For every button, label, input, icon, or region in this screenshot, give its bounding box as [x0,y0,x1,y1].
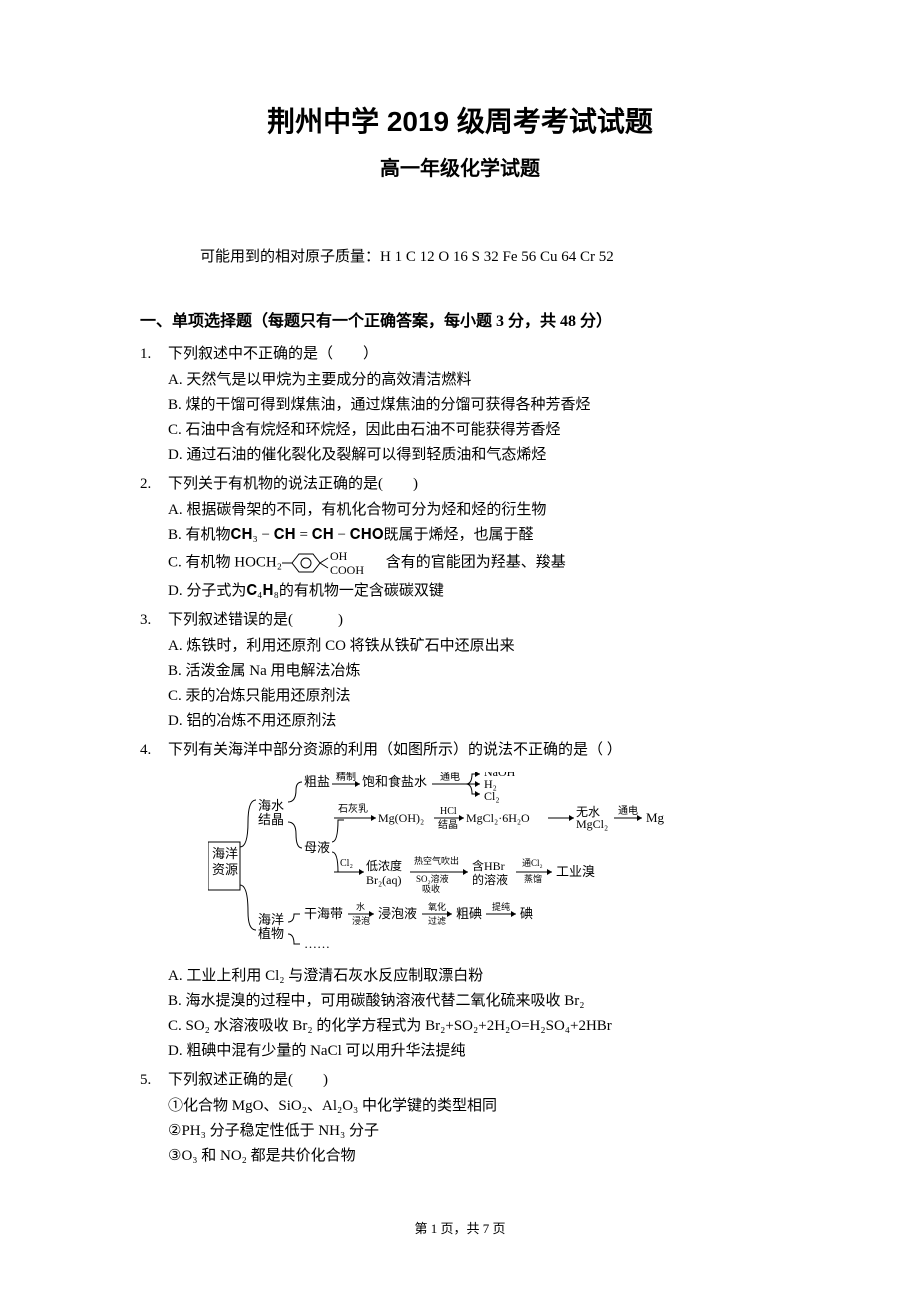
question-stem: 下列叙述错误的是( ) [168,608,780,632]
benzene-ring-icon: OH COOH [282,548,382,578]
svg-text:……: …… [304,936,330,951]
formula-prefix: HOCH₂ [234,555,282,571]
option-b: B. 煤的干馏可得到煤焦油，通过煤焦油的分馏可获得各种芳香烃 [168,393,780,417]
svg-text:Mg: Mg [646,810,665,825]
section-header: 一、单项选择题（每题只有一个正确答案，每小题 3 分，共 48 分） [140,309,780,335]
svg-text:SO₂溶液: SO₂溶液 [416,873,449,884]
svg-text:精制: 精制 [336,772,356,783]
svg-text:MgCl₂: MgCl₂ [576,817,608,831]
svg-text:过滤: 过滤 [428,915,446,926]
option-c: C. 有机物 HOCH₂ OH COOH 含有的官能团为羟基、羧基 [168,548,780,578]
option-c: C. SO₂ 水溶液吸收 Br₂ 的化学方程式为 Br₂+SO₂+2H₂O=H₂… [168,1014,780,1038]
option-prefix: C. 有机物 [168,555,234,571]
svg-text:浸泡液: 浸泡液 [378,906,417,921]
svg-text:低浓度: 低浓度 [366,858,402,873]
question-number: 3. [140,608,168,734]
svg-text:COOH: COOH [330,563,364,577]
svg-text:碘: 碘 [520,906,533,921]
svg-text:粗盐: 粗盐 [304,774,330,789]
svg-text:含HBr: 含HBr [472,858,505,873]
sub-item-3: ③O₃ 和 NO₂ 都是共价化合物 [168,1144,780,1168]
svg-text:通电: 通电 [440,772,460,783]
sub-item-1: ①化合物 MgO、SiO₂、Al₂O₃ 中化学键的类型相同 [168,1094,780,1118]
ocean-resource-flowchart: 海洋 资源 海水 结晶 粗盐 精制 饱和食盐水 通电 [208,772,780,954]
question-number: 2. [140,472,168,604]
svg-text:Cl₂: Cl₂ [340,858,353,869]
svg-text:Cl₂: Cl₂ [484,789,500,803]
svg-text:蒸馏: 蒸馏 [524,873,542,884]
svg-text:海水: 海水 [258,798,284,813]
svg-text:Mg(OH)₂: Mg(OH)₂ [378,811,424,825]
svg-text:海洋: 海洋 [212,846,238,861]
question-5: 5. 下列叙述正确的是( ) ①化合物 MgO、SiO₂、Al₂O₃ 中化学键的… [140,1068,780,1169]
option-d: D. 粗碘中混有少量的 NaCl 可以用升华法提纯 [168,1039,780,1063]
option-d: D. 通过石油的催化裂化及裂解可以得到轻质油和气态烯烃 [168,443,780,467]
svg-text:植物: 植物 [258,926,284,941]
sub-item-2: ②PH₃ 分子稳定性低于 NH₃ 分子 [168,1119,780,1143]
question-number: 1. [140,342,168,468]
option-b: B. 海水提溴的过程中，可用碳酸钠溶液代替二氧化硫来吸收 Br₂ [168,989,780,1013]
option-d: D. 分子式为𝐂₄𝐇₈的有机物一定含碳碳双键 [168,579,780,603]
svg-text:HCl: HCl [440,806,457,817]
svg-text:吸收: 吸收 [422,883,440,894]
svg-text:资源: 资源 [212,862,238,877]
option-suffix: 含有的官能团为羟基、羧基 [382,555,566,571]
flowchart-svg: 海洋 资源 海水 结晶 粗盐 精制 饱和食盐水 通电 [208,772,728,952]
svg-text:海洋: 海洋 [258,912,284,927]
option-b: B. 活泼金属 Na 用电解法冶炼 [168,659,780,683]
question-1: 1. 下列叙述中不正确的是（ ） A. 天然气是以甲烷为主要成分的高效清洁燃料 … [140,342,780,468]
option-a: A. 根据碳骨架的不同，有机化合物可分为烃和烃的衍生物 [168,498,780,522]
atomic-mass-info: 可能用到的相对原子质量：H 1 C 12 O 16 S 32 Fe 56 Cu … [140,245,780,269]
page-footer: 第 1 页，共 7 页 [140,1219,780,1240]
svg-text:结晶: 结晶 [258,812,284,827]
svg-text:的溶液: 的溶液 [472,872,508,887]
svg-text:结晶: 结晶 [438,818,458,831]
svg-text:热空气吹出: 热空气吹出 [414,855,459,866]
svg-text:Br₂(aq): Br₂(aq) [366,873,402,887]
question-number: 5. [140,1068,168,1169]
svg-text:石灰乳: 石灰乳 [338,802,368,815]
svg-text:母液: 母液 [304,840,330,855]
svg-text:干海带: 干海带 [304,906,343,921]
option-a: A. 天然气是以甲烷为主要成分的高效清洁燃料 [168,368,780,392]
svg-text:OH: OH [330,549,348,563]
option-b: B. 有机物𝐂𝐇₃ − 𝐂𝐇 = 𝐂𝐇 − 𝐂𝐇𝐎既属于烯烃，也属于醛 [168,523,780,547]
question-number: 4. [140,738,168,1064]
question-stem: 下列叙述正确的是( ) [168,1068,780,1092]
question-stem: 下列有关海洋中部分资源的利用（如图所示）的说法不正确的是（ ） [168,738,780,762]
main-title: 荆州中学 2019 级周考考试试题 [140,100,780,145]
question-3: 3. 下列叙述错误的是( ) A. 炼铁时，利用还原剂 CO 将铁从铁矿石中还原… [140,608,780,734]
option-a: A. 炼铁时，利用还原剂 CO 将铁从铁矿石中还原出来 [168,634,780,658]
option-d: D. 铝的冶炼不用还原剂法 [168,709,780,733]
question-stem: 下列关于有机物的说法正确的是( ) [168,472,780,496]
svg-text:饱和食盐水: 饱和食盐水 [362,774,427,789]
svg-text:粗碘: 粗碘 [456,906,482,921]
question-2: 2. 下列关于有机物的说法正确的是( ) A. 根据碳骨架的不同，有机化合物可分… [140,472,780,604]
question-stem: 下列叙述中不正确的是（ ） [168,342,780,366]
svg-text:氧化: 氧化 [428,901,446,912]
svg-text:水: 水 [356,901,365,912]
svg-text:浸泡: 浸泡 [352,915,370,926]
option-c: C. 汞的冶炼只能用还原剂法 [168,684,780,708]
svg-text:MgCl₂·6H₂O: MgCl₂·6H₂O [466,811,530,825]
svg-text:通Cl₂: 通Cl₂ [522,858,543,868]
option-c: C. 石油中含有烷烃和环烷烃，因此由石油不可能获得芳香烃 [168,418,780,442]
option-a: A. 工业上利用 Cl₂ 与澄清石灰水反应制取漂白粉 [168,964,780,988]
svg-text:通电: 通电 [618,804,638,817]
svg-text:工业溴: 工业溴 [556,864,595,879]
svg-text:提纯: 提纯 [492,901,510,912]
sub-title: 高一年级化学试题 [140,153,780,185]
question-4: 4. 下列有关海洋中部分资源的利用（如图所示）的说法不正确的是（ ） 海洋 资源… [140,738,780,1064]
